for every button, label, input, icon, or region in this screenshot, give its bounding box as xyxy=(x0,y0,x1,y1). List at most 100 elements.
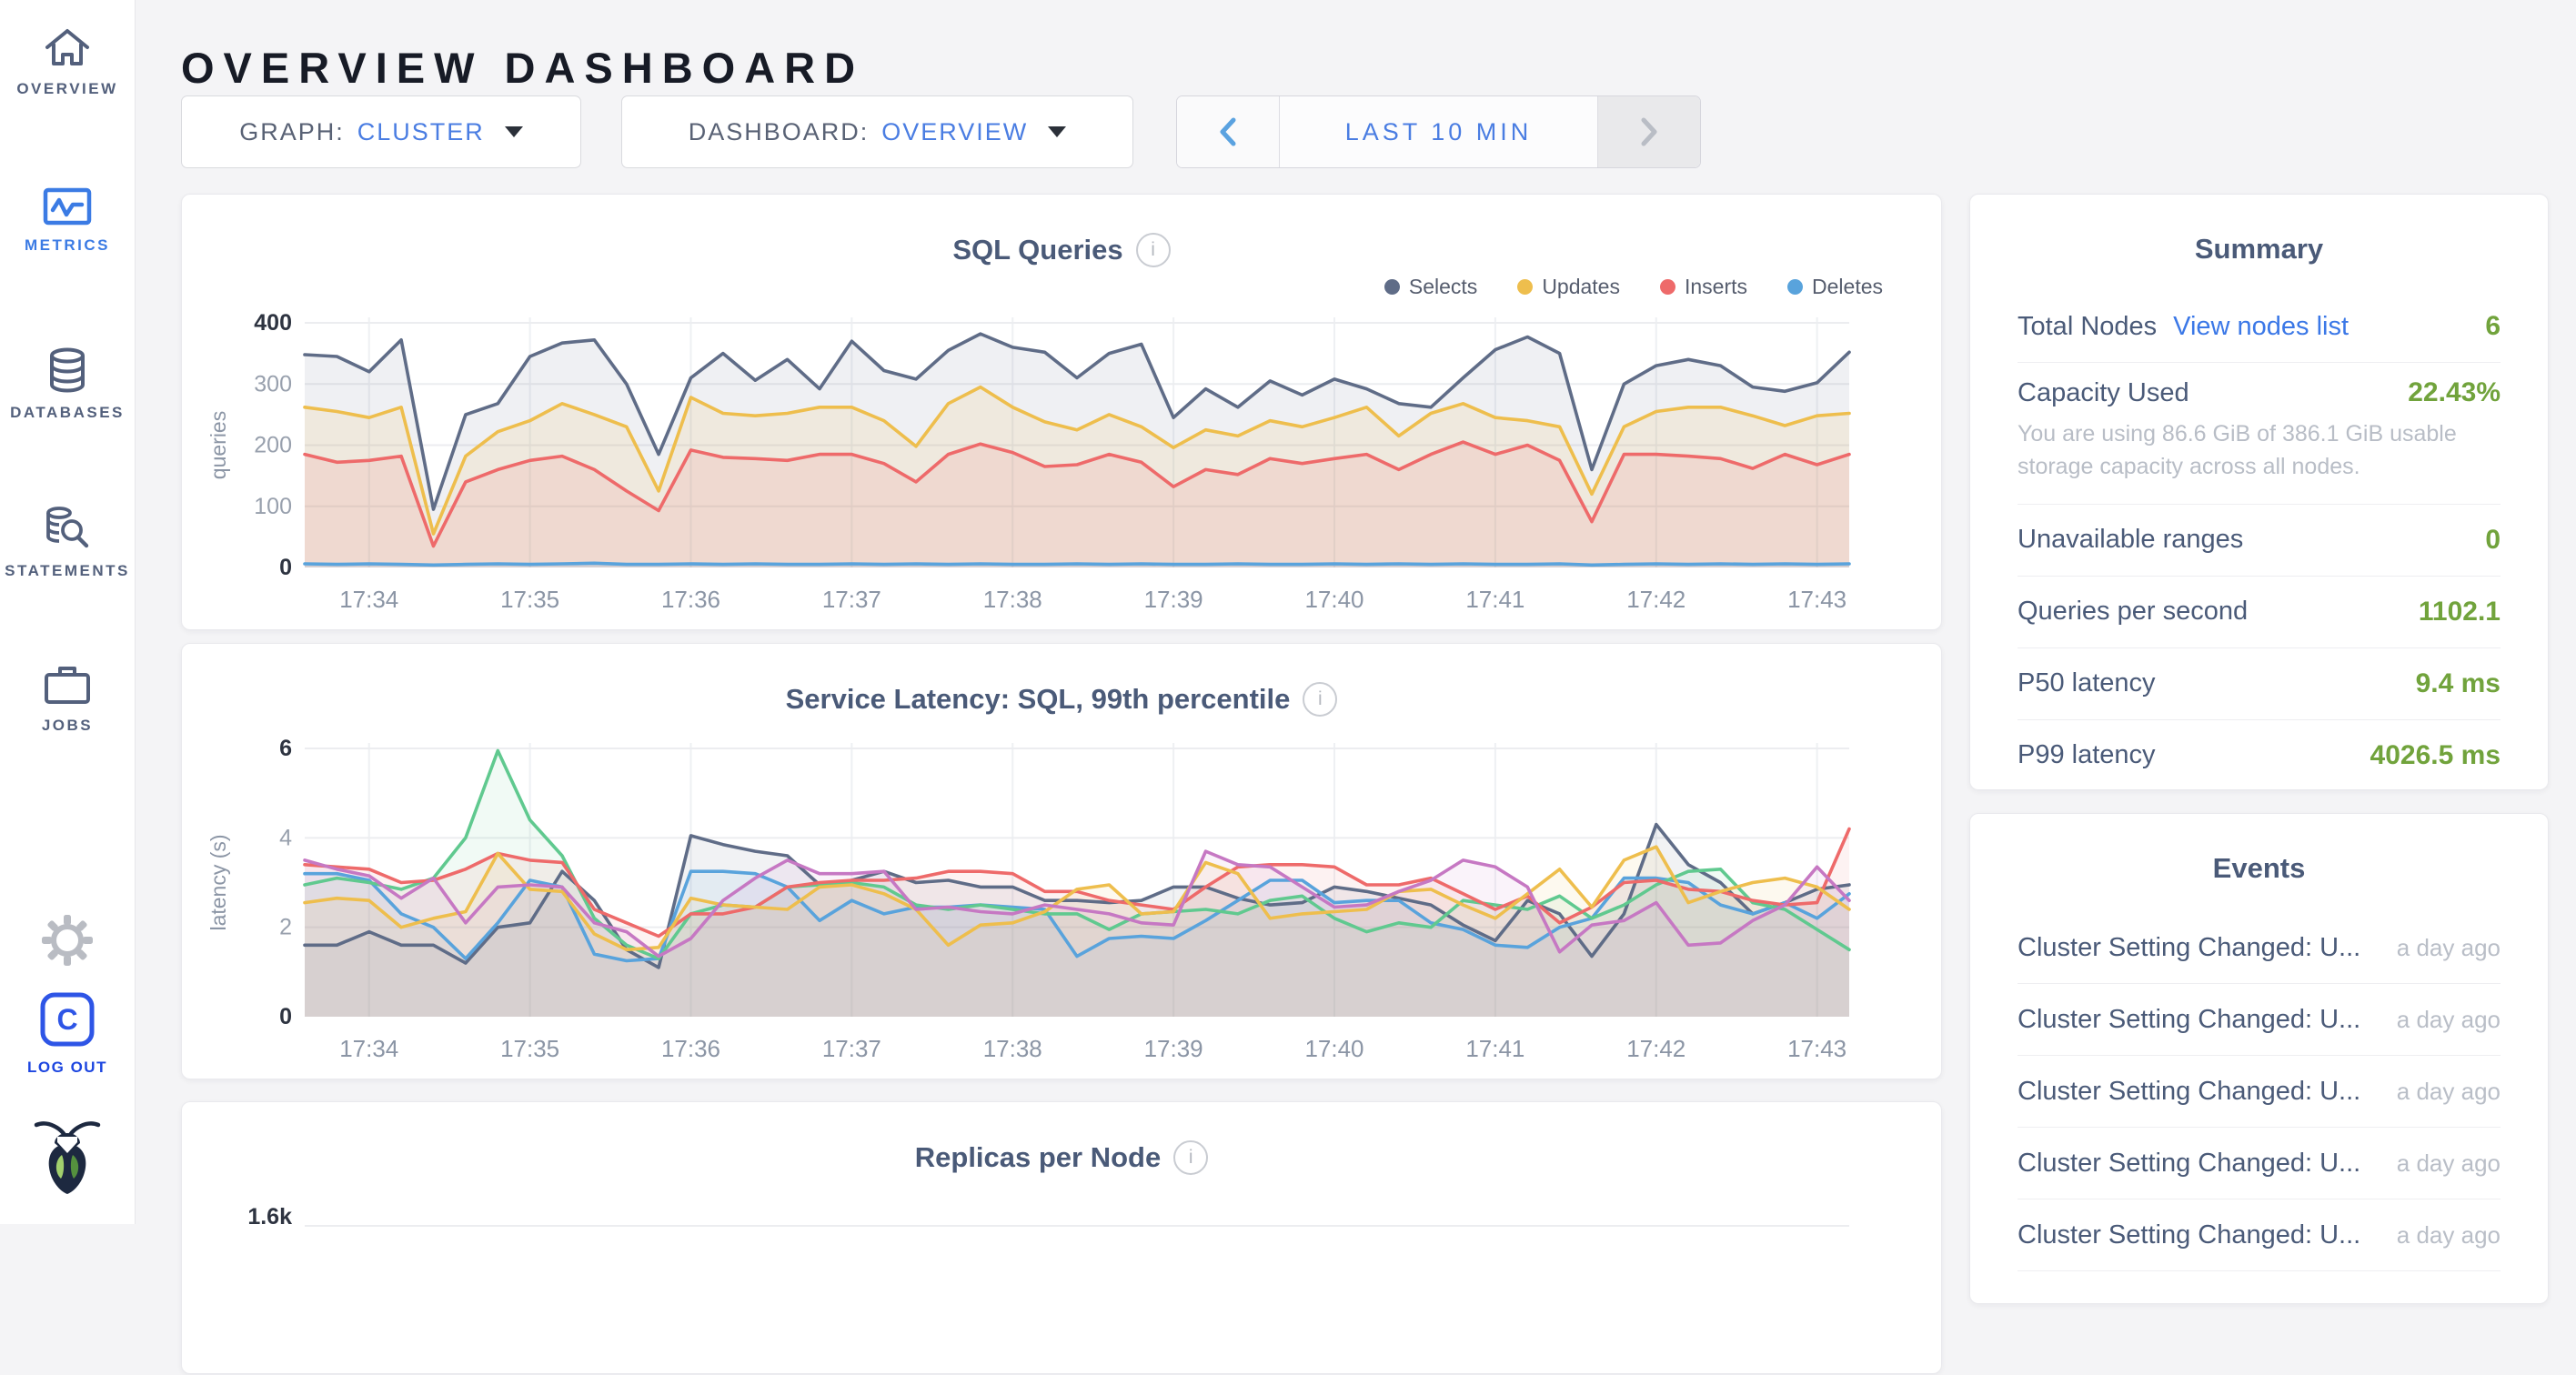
sidebar-item-settings[interactable] xyxy=(0,915,135,966)
chart-title-replicas-per-node: Replicas per Node xyxy=(914,1141,1162,1173)
graph-dropdown[interactable]: GRAPH: CLUSTER xyxy=(181,95,581,168)
event-time: a day ago xyxy=(2396,933,2501,961)
event-time: a day ago xyxy=(2396,1005,2501,1033)
svg-text:2: 2 xyxy=(279,915,292,940)
cockroach-logo xyxy=(0,1117,135,1197)
sidebar-item-statements[interactable]: STATEMENTS xyxy=(0,506,135,580)
sidebar-item-logout[interactable]: C LOG OUT xyxy=(0,991,135,1077)
sql-queries-card: SQL Queries i Selects Updates Inserts Delet… xyxy=(181,194,1942,630)
event-row[interactable]: Cluster Setting Changed: U... a day ago xyxy=(2018,912,2501,984)
dashboard-dropdown-label: DASHBOARD: xyxy=(688,117,870,146)
events-title: Events xyxy=(2212,852,2306,884)
replicas-per-node-card: Replicas per Node i 1.6k xyxy=(181,1101,1942,1374)
info-icon[interactable]: i xyxy=(1303,682,1338,717)
legend-label: Updates xyxy=(1542,275,1620,298)
svg-text:17:42: 17:42 xyxy=(1626,1035,1685,1062)
summary-row-label: Unavailable ranges xyxy=(2018,525,2244,554)
event-text: Cluster Setting Changed: U... xyxy=(2018,1219,2361,1250)
sidebar-item-label: OVERVIEW xyxy=(16,80,118,97)
chart-title-service-latency: Service Latency: SQL, 99th percentile xyxy=(785,683,1291,715)
summary-row: P99 latency 4026.5 ms xyxy=(2018,720,2501,791)
logout-label: LOG OUT xyxy=(27,1059,107,1076)
event-text: Cluster Setting Changed: U... xyxy=(2018,1148,2361,1178)
time-range-prev-button[interactable] xyxy=(1177,96,1279,167)
event-text: Cluster Setting Changed: U... xyxy=(2018,1076,2361,1106)
dashboard-dropdown[interactable]: DASHBOARD: OVERVIEW xyxy=(621,95,1133,168)
summary-row: P50 latency 9.4 ms xyxy=(2018,648,2501,720)
sidebar-item-label: JOBS xyxy=(41,717,94,734)
event-text: Cluster Setting Changed: U... xyxy=(2018,932,2361,962)
sidebar-item-jobs[interactable]: JOBS xyxy=(0,664,135,735)
svg-text:17:41: 17:41 xyxy=(1465,586,1524,613)
svg-text:C: C xyxy=(56,1003,77,1036)
chevron-down-icon xyxy=(504,126,523,137)
databases-icon xyxy=(0,347,135,393)
sidebar: OVERVIEW METRICS DATABASES STATEMENTS JOBS C L… xyxy=(0,0,136,1224)
home-icon xyxy=(0,27,135,69)
summary-row-label: Capacity Used xyxy=(2018,377,2189,407)
sidebar-item-label: DATABASES xyxy=(10,404,125,421)
svg-text:400: 400 xyxy=(254,310,292,336)
svg-text:queries: queries xyxy=(206,411,230,479)
svg-text:17:34: 17:34 xyxy=(339,586,398,613)
info-icon[interactable]: i xyxy=(1173,1140,1209,1175)
summary-row: Unavailable ranges 0 xyxy=(2018,505,2501,577)
sql-queries-plot[interactable]: 0 100 200 300 400 17:34 17:35 17:36 17:37 17:38 17… xyxy=(182,195,1943,631)
svg-text:17:36: 17:36 xyxy=(661,586,720,613)
summary-row-description: You are using 86.6 GiB of 386.1 GiB usab… xyxy=(2018,421,2457,480)
sidebar-item-metrics[interactable]: METRICS xyxy=(0,187,135,255)
service-latency-plot[interactable]: 0 2 4 6 17:34 17:35 17:36 17:37 17:38 17:39 17:40 1… xyxy=(182,644,1943,1080)
summary-row: Total Nodes View nodes list 6 xyxy=(2018,291,2501,363)
info-icon[interactable]: i xyxy=(1135,233,1171,267)
time-range-next-button[interactable] xyxy=(1598,96,1700,167)
sidebar-item-label: METRICS xyxy=(25,236,110,254)
summary-row-label: P50 latency xyxy=(2018,668,2156,698)
event-row[interactable]: Cluster Setting Changed: U... a day ago xyxy=(2018,1199,2501,1271)
summary-row: Queries per second 1102.1 xyxy=(2018,577,2501,648)
summary-panel: Summary Total Nodes View nodes list 6 Capac… xyxy=(1969,194,2549,790)
svg-text:17:35: 17:35 xyxy=(500,1035,559,1062)
replicas-per-node-plot[interactable]: 1.6k xyxy=(182,1102,1943,1375)
svg-text:17:39: 17:39 xyxy=(1144,586,1203,613)
gear-icon xyxy=(0,915,135,966)
svg-text:17:36: 17:36 xyxy=(661,1035,720,1062)
graph-dropdown-label: GRAPH: xyxy=(239,117,345,146)
summary-row: Capacity Used 22.43% You are using 86.6 Gi… xyxy=(2018,363,2501,505)
summary-row-value: 22.43% xyxy=(2408,377,2501,407)
legend-item-inserts[interactable]: Inserts xyxy=(1659,275,1748,299)
summary-title: Summary xyxy=(2194,233,2324,265)
event-row[interactable]: Cluster Setting Changed: U... a day ago xyxy=(2018,1128,2501,1199)
chevron-left-icon xyxy=(1220,117,1236,146)
event-row[interactable]: Cluster Setting Changed: U... a day ago xyxy=(2018,1056,2501,1128)
sidebar-item-databases[interactable]: DATABASES xyxy=(0,347,135,422)
time-range-value[interactable]: LAST 10 MIN xyxy=(1279,96,1598,167)
svg-text:300: 300 xyxy=(254,371,292,396)
legend-label: Deletes xyxy=(1812,275,1883,298)
view-nodes-list-link[interactable]: View nodes list xyxy=(2173,311,2350,341)
cockroach-logo-icon xyxy=(0,1117,135,1197)
event-time: a day ago xyxy=(2396,1077,2501,1105)
graph-dropdown-value: CLUSTER xyxy=(357,117,485,146)
legend-label: Inserts xyxy=(1684,275,1748,298)
svg-text:17:39: 17:39 xyxy=(1144,1035,1203,1062)
summary-row-label: P99 latency xyxy=(2018,740,2156,769)
summary-row-value: 1102.1 xyxy=(2418,596,2501,627)
legend-item-updates[interactable]: Updates xyxy=(1517,275,1620,299)
summary-row-value: 9.4 ms xyxy=(2415,667,2501,698)
svg-text:0: 0 xyxy=(279,555,292,580)
legend-item-deletes[interactable]: Deletes xyxy=(1787,275,1883,299)
sidebar-item-overview[interactable]: OVERVIEW xyxy=(0,27,135,98)
svg-text:17:43: 17:43 xyxy=(1787,1035,1846,1062)
metrics-icon xyxy=(0,187,135,226)
svg-text:17:40: 17:40 xyxy=(1304,586,1363,613)
legend-item-selects[interactable]: Selects xyxy=(1384,275,1477,299)
event-time: a day ago xyxy=(2396,1149,2501,1177)
events-panel: Events Cluster Setting Changed: U... a da… xyxy=(1969,813,2549,1304)
legend-dot-icon xyxy=(1384,279,1400,295)
event-time: a day ago xyxy=(2396,1220,2501,1249)
svg-text:17:40: 17:40 xyxy=(1304,1035,1363,1062)
event-row[interactable]: Cluster Setting Changed: U... a day ago xyxy=(2018,984,2501,1056)
dashboard-dropdown-value: OVERVIEW xyxy=(881,117,1029,146)
svg-text:17:37: 17:37 xyxy=(822,586,881,613)
jobs-icon xyxy=(0,664,135,706)
